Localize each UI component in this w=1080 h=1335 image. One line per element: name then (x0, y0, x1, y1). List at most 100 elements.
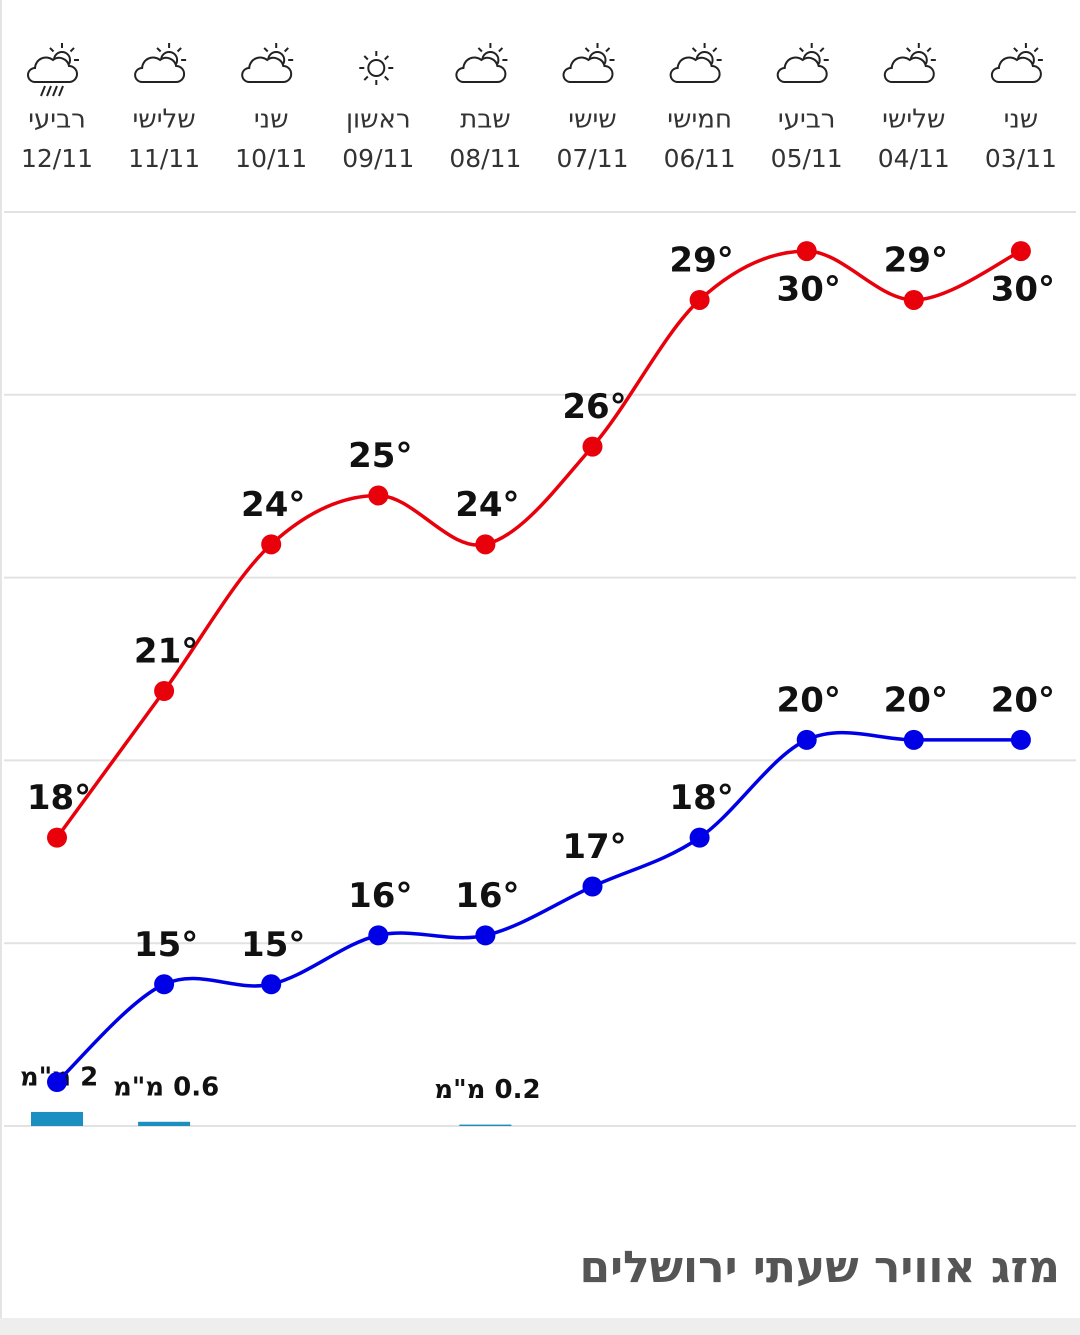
date: 11/11 (128, 144, 200, 173)
temp-point (796, 241, 817, 262)
temp-label: 18° (669, 778, 733, 818)
sun-ray (906, 47, 912, 53)
rain-drop (58, 85, 64, 97)
weather-icon (883, 43, 936, 83)
temp-point (903, 729, 924, 750)
cloud (241, 56, 293, 83)
weather-icon (455, 43, 508, 83)
temp-label: 16° (348, 876, 412, 916)
temp-label: 24° (241, 485, 305, 525)
sun-ray (712, 47, 718, 53)
rain-drop (52, 85, 58, 97)
temp-label: 30° (777, 270, 841, 310)
temp-label: 29° (669, 240, 733, 280)
temp-point (1010, 729, 1031, 750)
sun-ray (798, 47, 804, 53)
weather-icon (776, 43, 829, 83)
temp-point (796, 729, 817, 750)
sun-ray (283, 47, 289, 53)
temp-label: 18° (27, 778, 91, 818)
temp-label: 21° (134, 631, 198, 671)
sun-ray (691, 47, 697, 53)
date: 08/11 (449, 144, 521, 173)
temp-point (689, 827, 710, 848)
temp-label: 16° (455, 876, 519, 916)
precip-bar (459, 1124, 512, 1126)
weather-icon (27, 43, 79, 97)
date: 04/11 (878, 144, 950, 173)
precip-label: 0.2 מ"מ (434, 1075, 540, 1105)
sun-ray (498, 47, 504, 53)
sun-ray (176, 47, 182, 53)
date: 12/11 (21, 144, 93, 173)
page-title: מזג אוויר שעתי ירושלים (579, 1242, 1060, 1293)
temp-point (475, 925, 496, 946)
weekday: שני (1004, 105, 1039, 135)
rain-drop (46, 85, 52, 97)
weather-icon (134, 43, 187, 83)
temp-label: 20° (884, 680, 948, 720)
temp-point (261, 974, 282, 995)
bottom-strip (0, 1318, 1080, 1335)
cloud (562, 56, 614, 83)
weather-icon (669, 43, 722, 83)
weekday: שבת (460, 105, 511, 135)
precip-bar (31, 1111, 83, 1126)
weekday: חמישי (667, 105, 732, 135)
temp-label: 24° (455, 485, 519, 525)
temp-point (154, 974, 175, 995)
temp-label: 17° (562, 827, 626, 867)
cloud (776, 56, 828, 83)
rain-drop (40, 85, 46, 97)
weekday: שלישי (132, 105, 195, 135)
temp-label: 20° (777, 680, 841, 720)
temp-point (582, 436, 603, 457)
sun-ray (69, 47, 75, 53)
temp-label: 25° (348, 436, 412, 476)
weekday: רביעי (778, 105, 836, 135)
cloud (27, 56, 78, 83)
date: 06/11 (664, 144, 736, 173)
sun-ray (605, 47, 611, 53)
weekday: ראשון (346, 105, 411, 135)
date: 07/11 (556, 144, 628, 173)
cloud (455, 56, 507, 83)
cloud (990, 56, 1042, 83)
sun-ray (477, 47, 483, 53)
temp-point (903, 289, 924, 310)
date: 10/11 (235, 144, 307, 173)
temp-point (475, 534, 496, 555)
sun-ray (1013, 47, 1019, 53)
sun-ray (263, 47, 269, 53)
date: 03/11 (985, 144, 1057, 173)
weekday: שני (254, 105, 289, 135)
precip-bar (138, 1121, 191, 1126)
temp-label: 29° (884, 240, 948, 280)
sun (367, 59, 386, 77)
temp-point (689, 289, 710, 310)
temp-point (47, 1072, 67, 1093)
temp-line (55, 249, 1022, 839)
sun-ray (363, 55, 369, 61)
weather-icon (990, 43, 1043, 83)
temp-label: 15° (134, 925, 198, 965)
temp-label: 26° (562, 387, 626, 427)
cloud (134, 56, 186, 83)
sun-ray (384, 55, 390, 61)
temp-point (154, 680, 175, 701)
sun-ray (363, 75, 369, 81)
sun-ray (1033, 47, 1039, 53)
weekday: שישי (568, 105, 616, 135)
date: 05/11 (771, 144, 843, 173)
temp-label: 20° (991, 680, 1055, 720)
weather-icon (562, 43, 615, 83)
sun-ray (926, 47, 932, 53)
weather-icon (359, 51, 394, 85)
temp-point (1010, 241, 1031, 262)
temp-line (55, 730, 1021, 1084)
temp-label: 30° (991, 270, 1055, 310)
weekday: רביעי (28, 105, 86, 135)
temp-point (47, 827, 67, 848)
cloud (669, 56, 721, 83)
